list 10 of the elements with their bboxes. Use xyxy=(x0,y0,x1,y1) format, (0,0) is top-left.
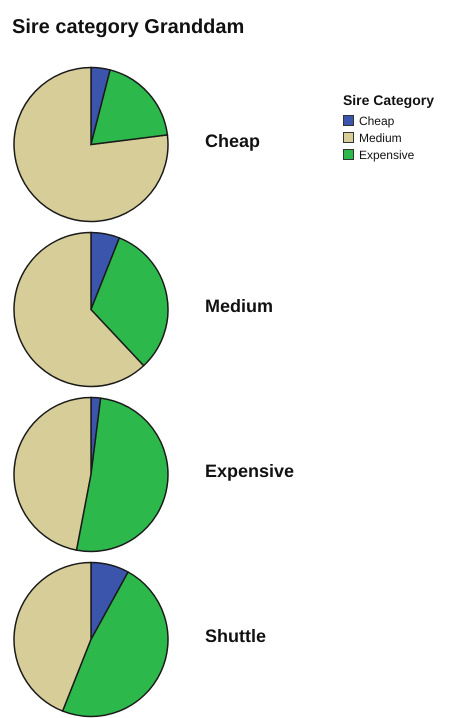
text: Medium xyxy=(205,296,274,316)
legend-label: Expensive xyxy=(358,148,414,162)
text: Cheap xyxy=(205,130,260,152)
chart-title: Sire category Granddam xyxy=(12,16,244,39)
legend-title: Sire Category xyxy=(342,92,434,108)
pie-slice xyxy=(13,66,169,222)
legend-label: Cheap xyxy=(358,114,394,128)
text: Shuttle xyxy=(205,626,266,646)
legend-label: Medium xyxy=(358,130,402,144)
text: Expensive xyxy=(205,460,294,482)
